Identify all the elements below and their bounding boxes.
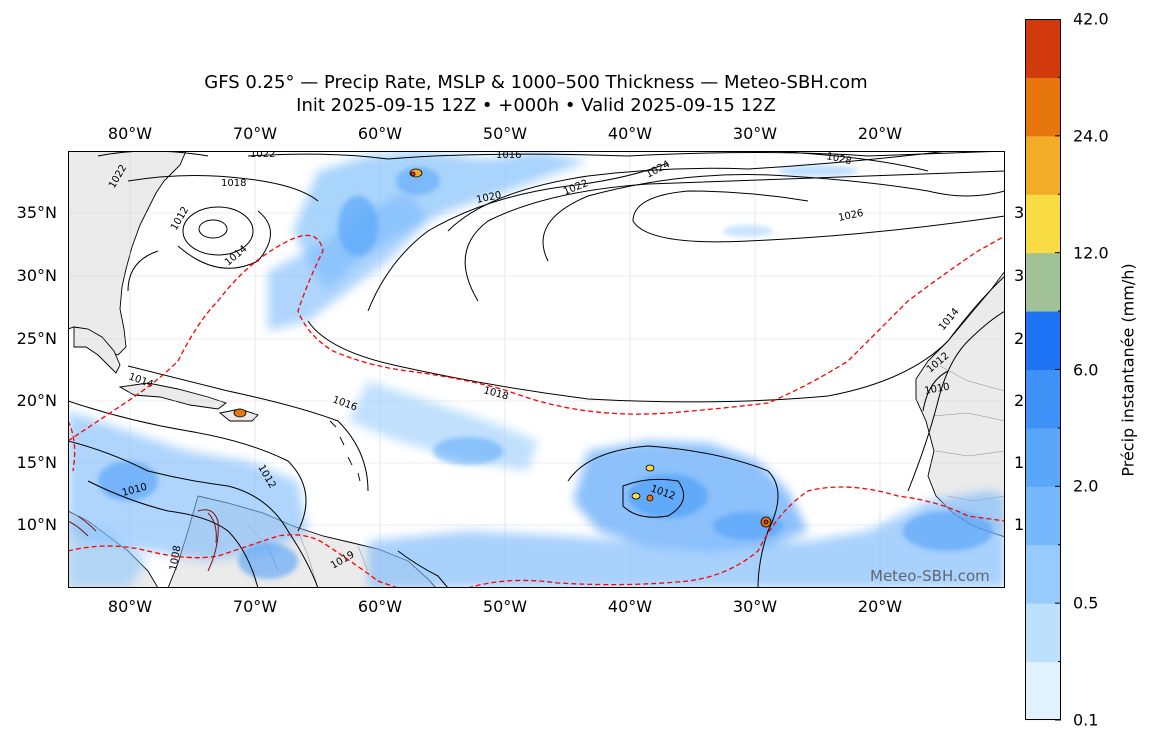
lon-tick-bottom: 40°W [607,597,653,616]
colorbar-tick-label: 42.0 [1073,9,1109,29]
lon-tick-top: 40°W [607,124,653,143]
lon-tick-top: 50°W [482,124,528,143]
colorbar-swatch [1025,603,1061,663]
lon-tick-bottom: 30°W [732,597,778,616]
colorbar-swatch [1025,544,1061,604]
lat-tick: 15°N [16,453,57,472]
lon-tick-bottom: 20°W [857,597,903,616]
precip-itcz-south [368,491,1005,588]
lon-tick-top: 20°W [857,124,903,143]
lon-tick-bottom: 80°W [107,597,153,616]
isobars [68,151,1005,588]
isobar-label: 1016 [496,151,521,161]
isobar-label: 1010 [924,382,951,397]
isobar-label: 1020 [475,190,502,206]
lon-tick-bottom: 60°W [357,597,403,616]
isobar-label: 1026 [837,208,864,224]
lon-tick-top: 60°W [357,124,403,143]
colorbar-tick-label: 12.0 [1073,243,1109,263]
lat-tick-right: 1 [1014,453,1025,472]
isobar-label: 1022 [250,151,275,160]
colorbar-tick-label: 24.0 [1073,126,1109,146]
lat-tick-right: 2 [1014,391,1025,410]
isobar-label: 1028 [825,151,852,167]
watermark: Meteo-SBH.com [870,567,990,585]
lesser-antilles-land [329,420,361,482]
lat-tick-right: 3 [1014,266,1025,285]
colorbar-tick-label: 6.0 [1073,360,1099,380]
colorbar-swatch [1025,19,1061,78]
lat-tick: 35°N [16,203,57,222]
lat-tick-right: 2 [1014,329,1025,348]
colorbar-swatch [1025,661,1061,721]
colorbar-swatch [1025,427,1061,487]
intense-precip-cells [233,168,772,528]
colorbar-swatch [1025,135,1061,195]
lat-tick: 20°N [16,391,57,410]
precip-gulf [68,521,148,588]
precip-atlantic-band [268,191,428,331]
map-subtitle: Init 2025-09-15 12Z • +000h • Valid 2025… [296,95,776,116]
lat-tick-right: 1 [1014,515,1025,534]
lon-tick-top: 80°W [107,124,153,143]
precip-band-nw [293,151,588,291]
colorbar-swatch [1025,311,1061,370]
lat-tick: 30°N [16,266,57,285]
florida-land [73,326,121,374]
weather-map[interactable]: 1022 1022 1018 1016 1020 1022 1024 1028 … [68,151,1005,588]
isobar-label: 1018 [221,178,246,189]
lon-tick-bottom: 70°W [232,597,278,616]
lon-tick-top: 70°W [232,124,278,143]
colorbar-tick-label: 0.5 [1073,593,1099,613]
map-frame [68,151,1005,588]
colorbar [1025,19,1061,721]
colorbar-swatch [1025,369,1061,429]
isobar-label: 1008 [168,545,183,572]
colorbar-swatch [1025,77,1061,137]
lat-tick: 10°N [16,515,57,534]
colorbar-swatch [1025,252,1061,312]
colorbar-swatch [1025,194,1061,254]
precip-cells [98,165,993,579]
lat-tick-right: 3 [1014,203,1025,222]
colorbar-tick-label: 0.1 [1073,710,1099,730]
lon-tick-bottom: 50°W [482,597,528,616]
colorbar-tick-label: 2.0 [1073,476,1099,496]
lon-tick-top: 30°W [732,124,778,143]
map-title: GFS 0.25° — Precip Rate, MSLP & 1000–500… [204,72,868,93]
colorbar-title: Précip instantanée (mm/h) [1118,263,1138,477]
lat-tick: 25°N [16,329,57,348]
colorbar-swatch [1025,486,1061,546]
thickness-contour [68,234,1005,588]
cuba-land [118,382,227,410]
mountain-contours [68,509,219,572]
precip-caribbean [68,411,308,561]
